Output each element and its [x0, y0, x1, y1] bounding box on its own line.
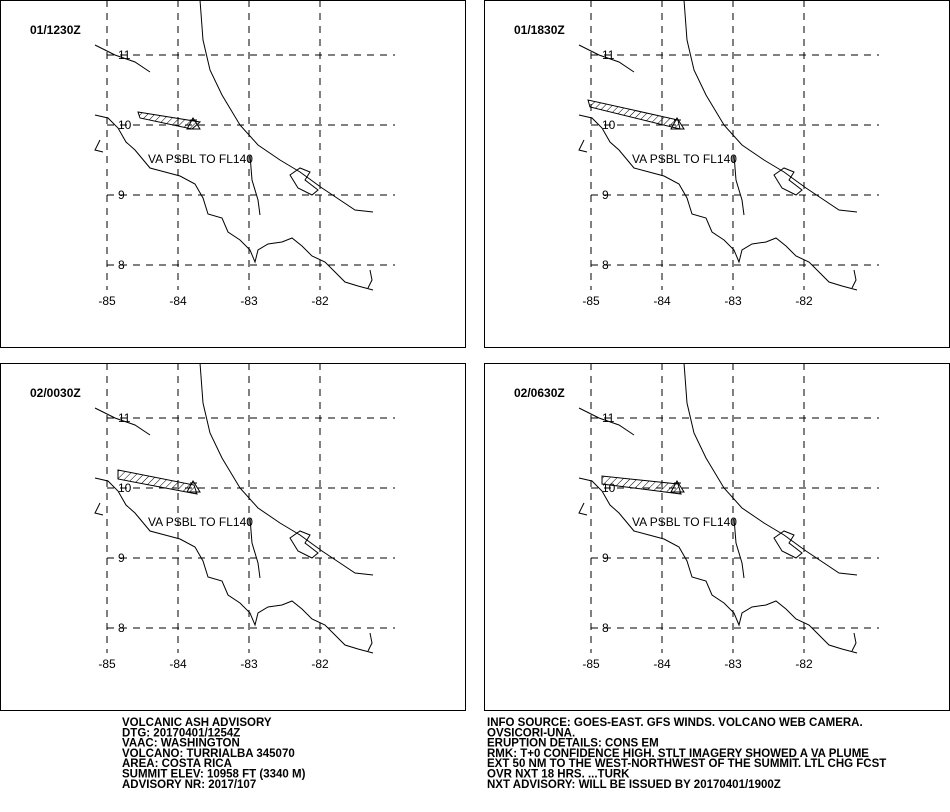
coastline — [773, 167, 803, 196]
forecast-time: 01/1230Z — [30, 23, 81, 37]
advisory-line: INFO SOURCE: GOES-EAST. GFS WINDS. VOLCA… — [487, 717, 863, 729]
latitude-label: 11 — [602, 411, 615, 425]
coastline — [249, 154, 261, 216]
coastline — [578, 44, 635, 73]
panel-border — [0, 0, 466, 348]
advisory-line: NXT ADVISORY: WILL BE ISSUED BY 20170401… — [487, 779, 781, 791]
coastline — [578, 477, 858, 654]
advisory-line: VAAC: WASHINGTON — [122, 738, 240, 750]
latitude-label: 11 — [602, 48, 615, 62]
altitude-note: VA PSBL TO FL140 — [148, 152, 253, 166]
coastline — [94, 502, 104, 516]
longitude-label: -83 — [240, 294, 258, 308]
altitude-note: VA PSBL TO FL140 — [148, 515, 253, 529]
forecast-time: 02/0030Z — [30, 386, 81, 400]
coastline — [578, 407, 635, 436]
coastline — [683, 362, 858, 576]
ash-plume — [601, 475, 682, 495]
latitude-label: 11 — [118, 411, 131, 425]
coastline — [367, 269, 373, 289]
longitude-label: -84 — [169, 657, 187, 671]
latitude-label: 8 — [118, 621, 125, 635]
latitude-label: 9 — [118, 551, 125, 565]
latitude-label: 10 — [118, 118, 132, 132]
coastline — [578, 139, 588, 153]
coastline — [851, 632, 857, 652]
longitude-label: -83 — [724, 294, 742, 308]
longitude-label: -82 — [311, 294, 329, 308]
advisory-line: EXT 50 NM TO THE WEST-NORTHWEST OF THE S… — [487, 758, 886, 770]
volcano-marker — [670, 480, 685, 493]
advisory-line: DTG: 20170401/1254Z — [122, 727, 240, 739]
panel-border — [0, 363, 466, 711]
volcano-marker — [186, 117, 201, 130]
coastline — [733, 154, 745, 216]
latitude-label: 10 — [602, 118, 616, 132]
latitude-label: 8 — [118, 258, 125, 272]
latitude-label: 9 — [602, 551, 609, 565]
latitude-label: 8 — [602, 621, 609, 635]
longitude-label: -85 — [582, 657, 600, 671]
map-panel: 11 10 9 8 -85 -84 -83 -82 01/1830Z VA PSBL TO FL1… — [484, 0, 950, 348]
latitude-label: 8 — [602, 258, 609, 272]
advisory-line: ERUPTION DETAILS: CONS EM — [487, 738, 659, 750]
coastline — [94, 407, 151, 436]
longitude-label: -83 — [724, 657, 742, 671]
map-panel: 11 10 9 8 -85 -84 -83 -82 02/0030Z VA PSBL TO FL1… — [0, 362, 466, 711]
panel-border — [484, 363, 950, 711]
latitude-label: 10 — [118, 481, 132, 495]
latitude-label: 11 — [118, 48, 131, 62]
coastline — [733, 517, 745, 579]
volcano-marker — [670, 117, 685, 130]
coastline — [683, 0, 858, 213]
forecast-time: 01/1830Z — [514, 23, 565, 37]
coastline — [199, 362, 374, 576]
longitude-label: -82 — [795, 294, 813, 308]
advisory-line: AREA: COSTA RICA — [122, 758, 232, 770]
panel-border — [484, 0, 950, 348]
forecast-time: 02/0630Z — [514, 386, 565, 400]
longitude-label: -84 — [653, 294, 671, 308]
coastline — [578, 502, 588, 516]
coastline — [94, 44, 151, 73]
advisory-line: VOLCANO: TURRIALBA 345070 — [122, 748, 295, 760]
volcano-marker — [186, 480, 201, 493]
coastline — [773, 530, 803, 559]
coastline — [94, 139, 104, 153]
altitude-note: VA PSBL TO FL140 — [632, 515, 737, 529]
advisory-line: OVSICORI-UNA. — [487, 727, 575, 739]
coastline — [94, 477, 374, 654]
coastline — [94, 114, 374, 291]
latitude-label: 9 — [118, 188, 125, 202]
advisory-line: RMK: T+0 CONFIDENCE HIGH. STLT IMAGERY S… — [487, 748, 869, 760]
longitude-label: -82 — [311, 657, 329, 671]
coastline — [199, 0, 374, 213]
coastline — [367, 632, 373, 652]
coastline — [249, 517, 261, 579]
advisory-line: ADVISORY NR: 2017/107 — [122, 779, 256, 791]
coastline — [289, 167, 319, 196]
latitude-label: 9 — [602, 188, 609, 202]
longitude-label: -84 — [653, 657, 671, 671]
coastline — [289, 530, 319, 559]
advisory-line: SUMMIT ELEV: 10958 FT (3340 M) — [122, 769, 306, 781]
longitude-label: -85 — [98, 294, 116, 308]
longitude-label: -85 — [98, 657, 116, 671]
longitude-label: -84 — [169, 294, 187, 308]
altitude-note: VA PSBL TO FL140 — [632, 152, 737, 166]
longitude-label: -83 — [240, 657, 258, 671]
coastline — [578, 114, 858, 291]
ash-plume — [117, 469, 198, 495]
advisory-line: OVR NXT 18 HRS. ...TURK — [487, 769, 630, 781]
advisory-line: VOLCANIC ASH ADVISORY — [122, 717, 272, 729]
coastline — [851, 269, 857, 289]
longitude-label: -82 — [795, 657, 813, 671]
longitude-label: -85 — [582, 294, 600, 308]
map-panel: 11 10 9 8 -85 -84 -83 -82 01/1230Z VA PSBL TO FL1… — [0, 0, 466, 348]
